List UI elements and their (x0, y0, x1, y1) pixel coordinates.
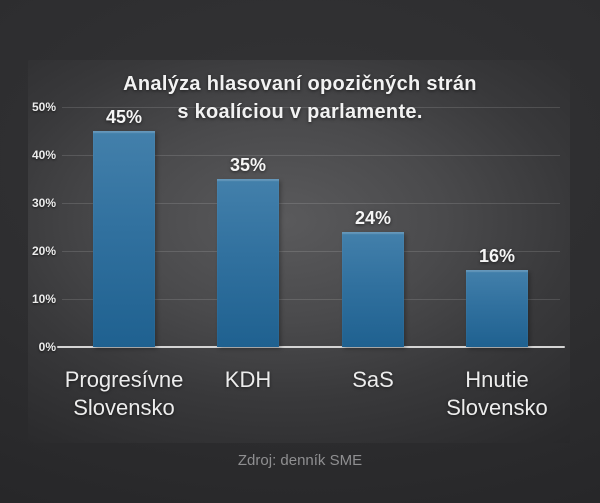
chart-title: Analýza hlasovaní opozičných strán s koa… (0, 70, 600, 126)
category-label: KDH (224, 367, 272, 392)
bar-1 (217, 179, 279, 347)
bar-0 (93, 131, 155, 347)
bar-value-label: 24% (354, 208, 392, 228)
gridline (62, 155, 560, 156)
category-label: SaS (352, 367, 394, 392)
gridline (62, 107, 560, 108)
y-tick-label: 10% (31, 292, 56, 306)
y-tick-label: 50% (31, 100, 56, 114)
bar-3 (466, 270, 528, 347)
y-tick-label: 20% (31, 244, 56, 258)
gridline (62, 251, 560, 252)
category-label: Hnutie Slovensko (446, 367, 548, 420)
y-tick-label: 0% (38, 340, 56, 354)
chart-title-line-2: s koalíciou v parlamente. (177, 101, 423, 123)
source-credit: Zdroj: denník SME (237, 452, 363, 469)
chart-title-line-1: Analýza hlasovaní opozičných strán (123, 73, 477, 95)
y-tick-label: 40% (31, 148, 56, 162)
category-label: Progresívne Slovensko (64, 367, 184, 420)
y-tick-label: 30% (31, 196, 56, 210)
x-axis-line (57, 346, 565, 348)
bar-2 (342, 232, 404, 347)
gridline (62, 203, 560, 204)
bar-value-label: 35% (229, 155, 267, 175)
gridline (62, 299, 560, 300)
bar-value-label: 16% (478, 246, 516, 266)
bar-value-label: 45% (105, 107, 143, 127)
